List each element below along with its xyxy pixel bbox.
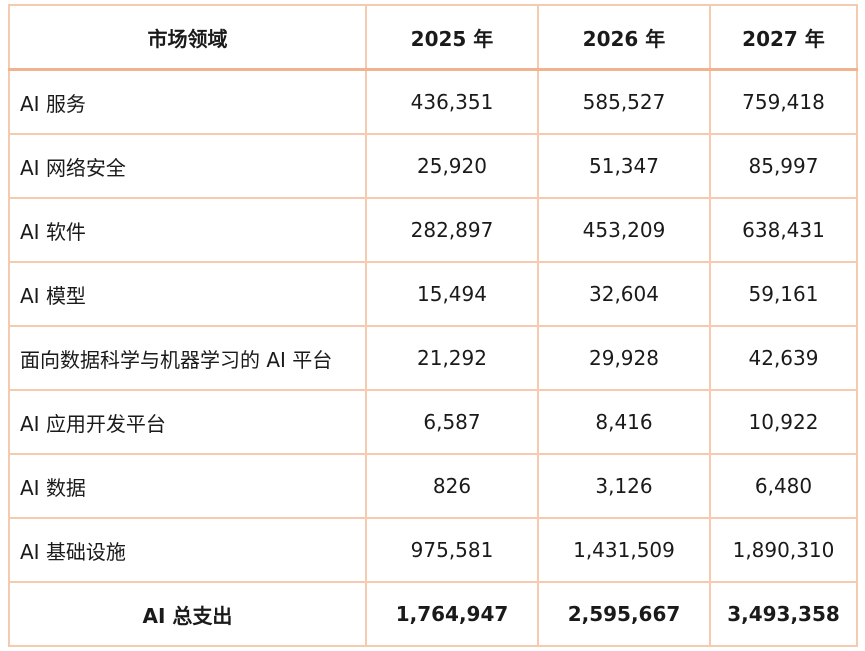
cell-2026: 585,527 (537, 68, 711, 135)
row-label: 面向数据科学与机器学习的 AI 平台 (8, 325, 367, 391)
cell-2025: 15,494 (365, 261, 539, 327)
total-2027: 3,493,358 (709, 581, 858, 647)
cell-2027: 759,418 (709, 68, 858, 135)
row-label: AI 服务 (8, 68, 367, 135)
cell-2026: 29,928 (537, 325, 711, 391)
cell-2027: 10,922 (709, 389, 858, 455)
table-row: AI 应用开发平台 6,587 8,416 10,922 (8, 389, 858, 455)
cell-2026: 8,416 (537, 389, 711, 455)
row-label: AI 基础设施 (8, 517, 367, 583)
total-2025: 1,764,947 (365, 581, 539, 647)
cell-2026: 32,604 (537, 261, 711, 327)
table-row: AI 基础设施 975,581 1,431,509 1,890,310 (8, 517, 858, 583)
table-header-row: 市场领域 2025 年 2026 年 2027 年 (8, 4, 858, 71)
total-label: AI 总支出 (8, 581, 367, 647)
cell-2027: 85,997 (709, 133, 858, 199)
row-label: AI 模型 (8, 261, 367, 327)
cell-2027: 1,890,310 (709, 517, 858, 583)
cell-2026: 3,126 (537, 453, 711, 519)
row-label: AI 网络安全 (8, 133, 367, 199)
table-row: AI 数据 826 3,126 6,480 (8, 453, 858, 519)
cell-2026: 453,209 (537, 197, 711, 263)
cell-2027: 6,480 (709, 453, 858, 519)
header-2027: 2027 年 (709, 4, 858, 71)
cell-2025: 436,351 (365, 68, 539, 135)
total-2026: 2,595,667 (537, 581, 711, 647)
spending-table-container: 市场领域 2025 年 2026 年 2027 年 AI 服务 436,351 … (8, 4, 858, 647)
cell-2025: 21,292 (365, 325, 539, 391)
cell-2027: 638,431 (709, 197, 858, 263)
table-row: AI 软件 282,897 453,209 638,431 (8, 197, 858, 263)
table-row: AI 网络安全 25,920 51,347 85,997 (8, 133, 858, 199)
cell-2027: 59,161 (709, 261, 858, 327)
table-row: 面向数据科学与机器学习的 AI 平台 21,292 29,928 42,639 (8, 325, 858, 391)
row-label: AI 数据 (8, 453, 367, 519)
row-label: AI 应用开发平台 (8, 389, 367, 455)
header-2025: 2025 年 (365, 4, 539, 71)
cell-2025: 975,581 (365, 517, 539, 583)
row-label: AI 软件 (8, 197, 367, 263)
header-market-segment: 市场领域 (8, 4, 367, 71)
total-row: AI 总支出 1,764,947 2,595,667 3,493,358 (8, 581, 858, 647)
cell-2025: 6,587 (365, 389, 539, 455)
cell-2026: 1,431,509 (537, 517, 711, 583)
cell-2026: 51,347 (537, 133, 711, 199)
cell-2025: 826 (365, 453, 539, 519)
header-2026: 2026 年 (537, 4, 711, 71)
cell-2025: 282,897 (365, 197, 539, 263)
cell-2025: 25,920 (365, 133, 539, 199)
cell-2027: 42,639 (709, 325, 858, 391)
table-row: AI 模型 15,494 32,604 59,161 (8, 261, 858, 327)
ai-spending-table: 市场领域 2025 年 2026 年 2027 年 AI 服务 436,351 … (8, 4, 858, 647)
table-row: AI 服务 436,351 585,527 759,418 (8, 68, 858, 135)
